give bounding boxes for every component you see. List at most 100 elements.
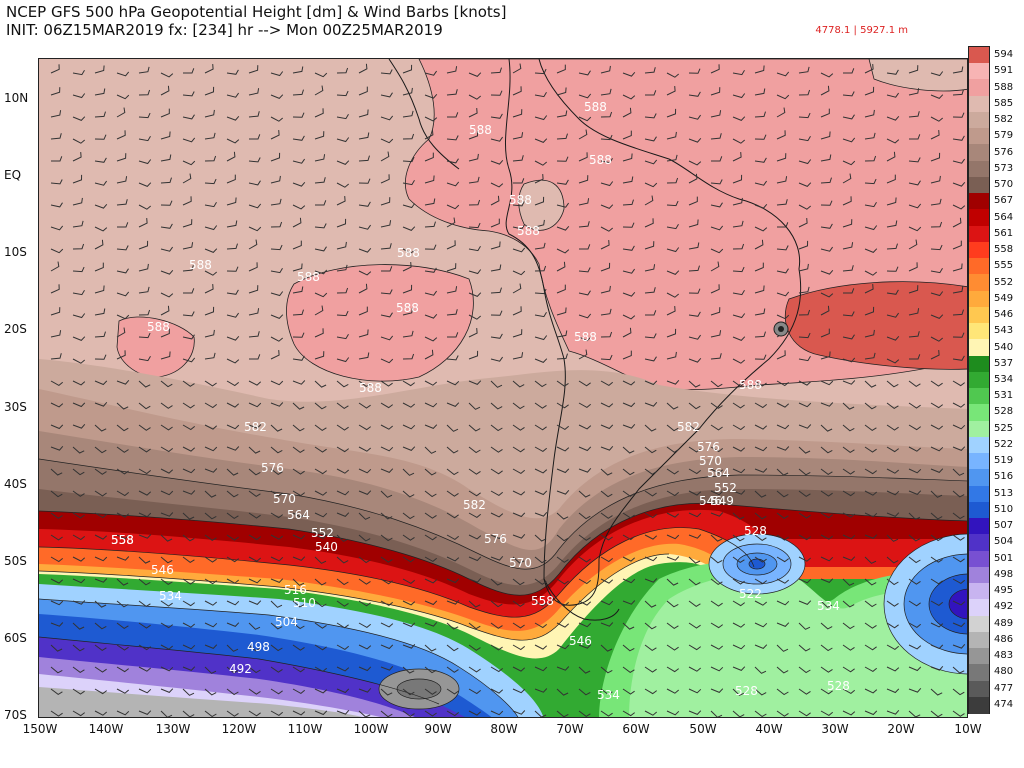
wind-barb-icon [754,262,764,272]
wind-barb-icon [842,380,856,385]
wind-barb-icon [358,446,372,452]
wind-barb-icon [732,116,746,121]
colorbar-label: 516 [994,471,1014,483]
wind-barb-icon [776,534,789,541]
wind-barb-icon [226,490,239,498]
wind-barb-icon [798,380,812,386]
wind-barb-icon [534,468,548,474]
colorbar-swatch [969,453,989,471]
wind-barb-icon [710,556,723,564]
wind-barb-icon [446,240,456,250]
colorbar-label: 531 [994,390,1014,402]
wind-barb-icon [534,265,547,272]
wind-barb-icon [292,622,305,630]
wind-barb-icon [50,424,64,430]
wind-barb-icon [248,285,259,294]
wind-barb-icon [402,556,415,563]
wind-barb-icon [468,622,481,630]
wind-barb-icon [534,402,547,409]
wind-barb-icon [864,556,877,564]
map-panel[interactable]: 588 588 588 588 588 588 588 588 588 588 … [38,58,968,718]
wind-barb-icon [94,226,108,232]
wind-barb-icon [358,424,371,431]
wind-barb-icon [534,511,548,517]
wind-barb-icon [688,288,701,294]
wind-barb-icon [864,622,877,629]
wind-barb-icon [622,176,634,184]
wind-barb-icon [578,198,590,206]
wind-barb-icon [424,600,438,606]
wind-barb-icon [424,116,438,122]
wind-barb-icon [842,242,854,250]
wind-barb-icon [952,556,965,563]
wind-barb-icon [820,305,830,316]
wind-barb-icon [666,131,677,140]
wind-barb-icon [314,72,328,78]
wind-barb-icon [798,446,811,454]
contour-label: 570 [273,492,296,506]
wind-barb-icon [446,158,459,164]
wind-barb-icon [534,68,547,75]
wind-barb-icon [842,446,855,454]
wind-barb-icon [798,182,812,187]
wind-barb-icon [182,357,196,363]
wind-barb-icon [644,578,658,583]
wind-barb-icon [688,622,701,629]
wind-barb-icon [644,287,656,294]
wind-barb-icon [94,556,108,562]
chart-subtitle: INIT: 06Z15MAR2019 fx: [234] hr --> Mon … [6,21,443,39]
wind-barb-icon [292,112,305,118]
wind-barb-icon [380,92,393,98]
wind-barb-icon [72,70,85,76]
wind-barb-icon [490,490,504,497]
wind-barb-icon [226,335,240,341]
colorbar-swatch [969,63,989,81]
wind-barb-icon [160,556,173,564]
wind-barb-icon [50,248,64,254]
wind-barb-icon [930,710,943,717]
wind-barb-icon [754,468,768,473]
lon-label-90w: 90W [424,722,452,736]
wind-barb-icon [732,358,746,364]
wind-barb-icon [314,305,324,316]
colorbar-swatch [969,501,989,519]
wind-barb-icon [50,87,61,96]
wind-barb-icon [402,578,416,585]
wind-barb-icon [864,666,878,673]
wind-barb-icon [908,203,922,209]
wind-barb-icon [226,644,239,652]
wind-barb-icon [710,490,724,496]
wind-barb-icon [622,94,636,100]
wind-barb-icon [600,285,611,294]
wind-barb-icon [358,622,372,629]
wind-barb-icon [160,710,173,717]
lon-label-70w: 70W [556,722,584,736]
height-area-591-atlantic [784,281,967,370]
wind-barb-icon [51,156,63,162]
wind-barb-icon [864,202,877,208]
wind-barb-icon [600,578,614,584]
wind-barb-icon [204,132,216,140]
wind-barb-icon [182,242,194,250]
wind-barb-icon [754,424,768,430]
wind-barb-icon [820,292,834,298]
contour-lines [39,458,967,717]
wind-barb-icon [952,355,965,361]
colorbar-swatch [969,209,989,227]
wind-barb-icon [534,380,547,388]
wind-barb-icon [490,310,503,316]
contour-label: 588 [469,123,492,137]
lon-label-60w: 60W [622,722,650,736]
colorbar-label: 570 [994,179,1014,191]
wind-barb-icon [732,402,745,409]
contour-label: 498 [247,640,270,654]
wind-barb-icon [644,264,656,272]
wind-barb-icon [447,332,459,338]
wind-barb-icon [270,490,283,497]
wind-barb-icon [556,133,568,140]
wind-barb-icon [116,350,126,360]
wind-barb-icon [402,380,415,387]
wind-barb-icon [622,199,634,206]
lat-label-40s: 40S [4,477,27,491]
wind-barb-icon [314,534,328,539]
